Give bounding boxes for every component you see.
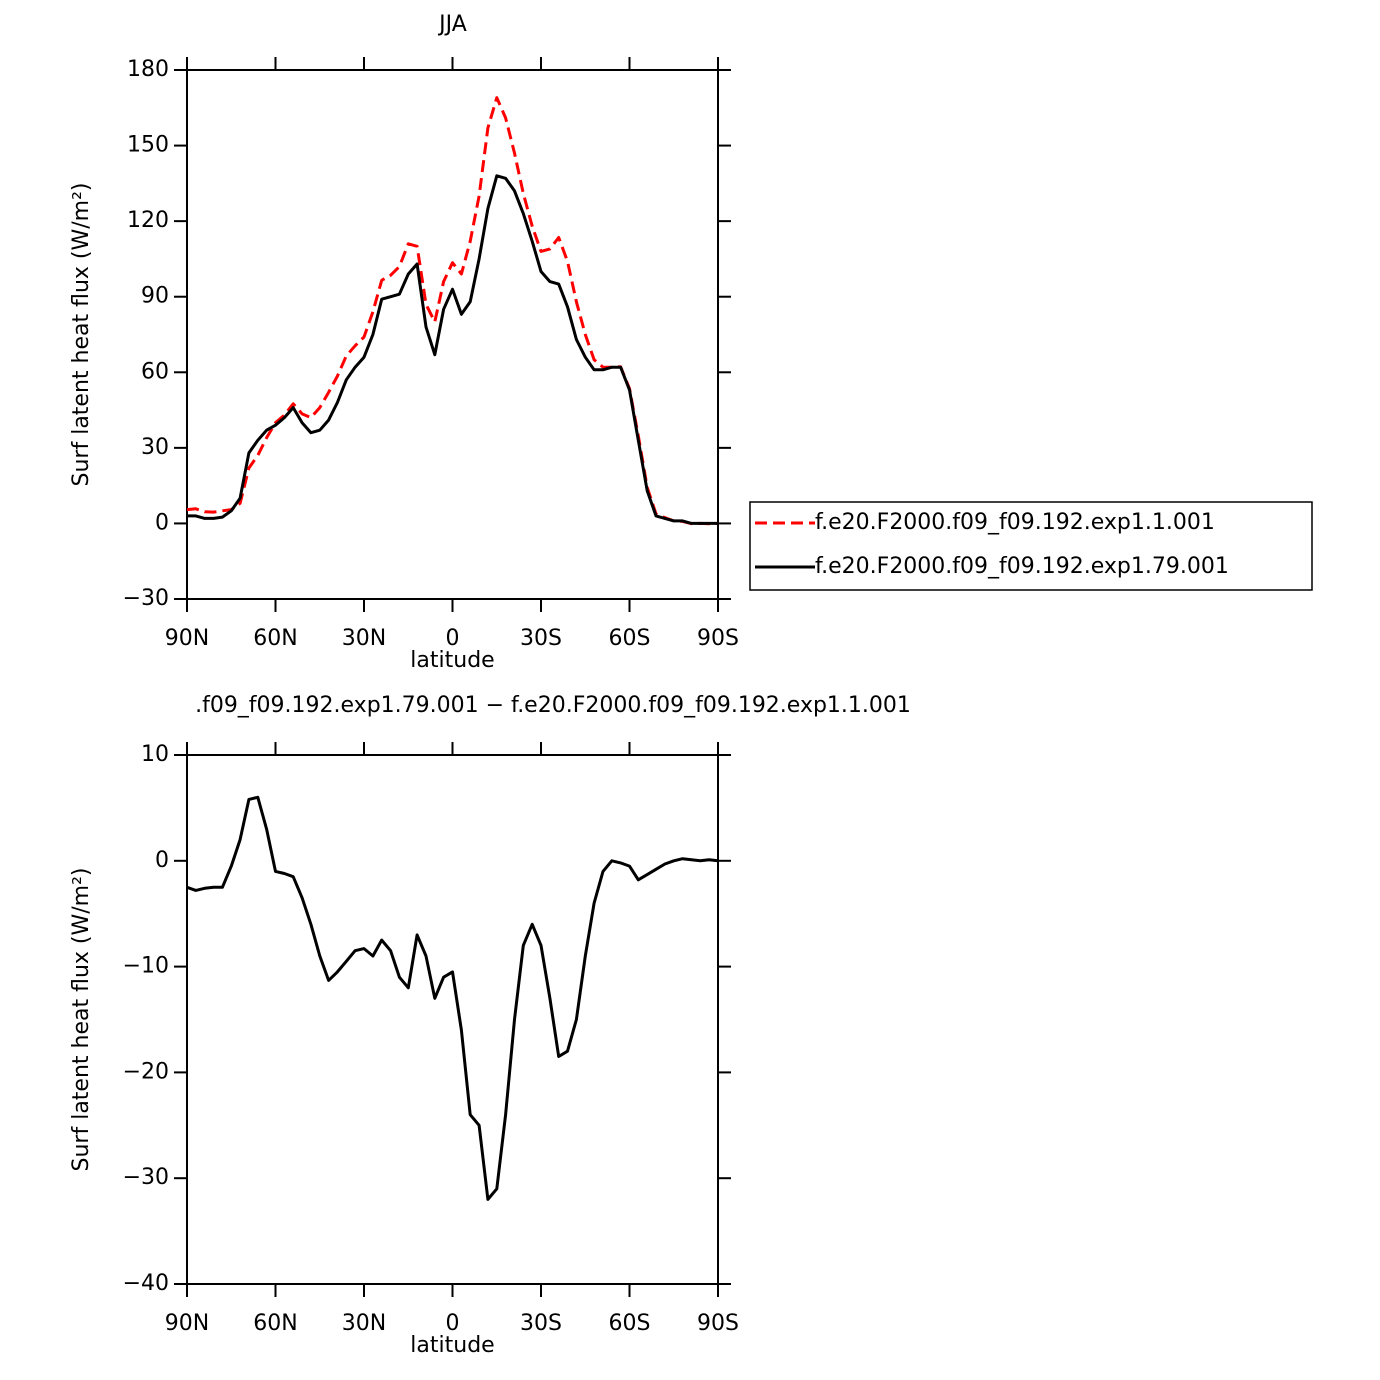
x-tick-label: 30N <box>342 1311 386 1336</box>
x-tick-label: 30N <box>342 626 386 651</box>
plot-frame <box>186 69 719 600</box>
y-tick-label: 60 <box>141 359 169 384</box>
legend-box <box>749 501 1313 591</box>
data-line <box>186 795 719 1201</box>
y-tick-label: −10 <box>123 954 169 979</box>
x-tick-label: 30S <box>520 1311 562 1336</box>
x-tick-label: 30S <box>520 626 562 651</box>
y-tick-label: 0 <box>155 510 169 535</box>
x-tick-label: 60N <box>253 626 297 651</box>
chart-title: JJA <box>437 12 467 37</box>
y-axis-label: Surf latent heat flux (W/m²) <box>69 183 94 487</box>
x-tick-label: 60N <box>253 1311 297 1336</box>
y-tick-label: 150 <box>127 133 169 158</box>
x-tick-label: 90N <box>165 1311 209 1336</box>
x-tick-label: 60S <box>609 1311 651 1336</box>
x-tick-label: 90S <box>697 1311 739 1336</box>
y-tick-label: −40 <box>123 1271 169 1296</box>
x-tick-label: 60S <box>609 626 651 651</box>
chart-title: .f09_f09.192.exp1.79.001 − f.e20.F2000.f… <box>195 693 911 718</box>
x-tick-label: 90N <box>165 626 209 651</box>
y-tick-label: 120 <box>127 208 169 233</box>
x-tick-label: 90S <box>697 626 739 651</box>
y-tick-label: 10 <box>141 742 169 767</box>
y-tick-label: 180 <box>127 57 169 82</box>
y-tick-label: 0 <box>155 848 169 873</box>
x-tick-label: 0 <box>446 1311 460 1336</box>
y-tick-label: −30 <box>123 1165 169 1190</box>
x-tick-label: 0 <box>446 626 460 651</box>
legend-label: f.e20.F2000.f09_f09.192.exp1.79.001 <box>815 554 1229 579</box>
y-tick-label: 30 <box>141 435 169 460</box>
data-line <box>186 96 719 526</box>
y-axis-label: Surf latent heat flux (W/m²) <box>69 868 94 1172</box>
x-axis-label: latitude <box>410 1333 494 1358</box>
y-tick-label: −30 <box>123 586 169 611</box>
y-tick-label: −20 <box>123 1059 169 1084</box>
legend-label: f.e20.F2000.f09_f09.192.exp1.1.001 <box>815 510 1215 535</box>
data-line <box>187 174 718 525</box>
y-tick-label: 90 <box>141 284 169 309</box>
x-axis-label: latitude <box>410 648 494 673</box>
